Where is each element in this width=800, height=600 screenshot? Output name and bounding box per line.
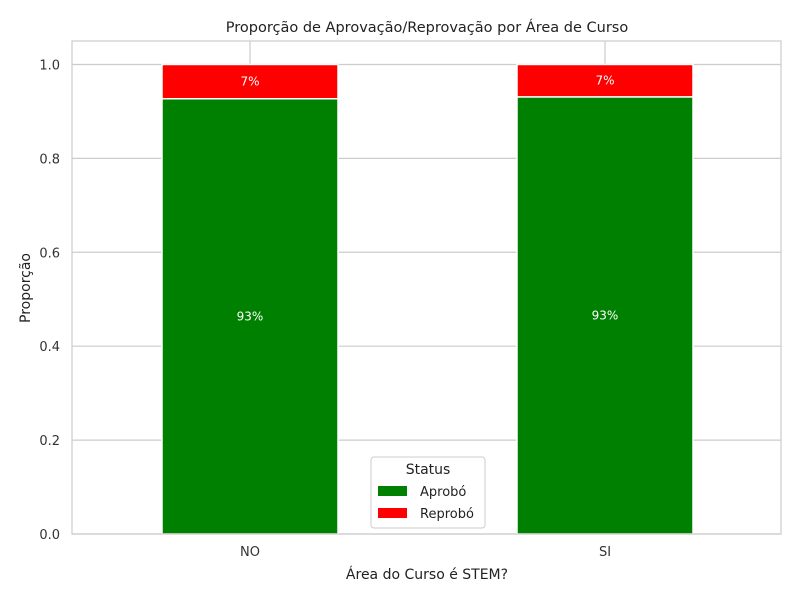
bar-data-label: 93%	[592, 308, 619, 322]
bars-layer: 93% 7% 93% 7%	[161, 63, 694, 535]
legend-swatch-aprobó	[378, 486, 407, 496]
y-tick-label: 1.0	[39, 58, 60, 73]
y-axis-label: Proporção	[18, 253, 34, 323]
x-tick-label: NO	[240, 545, 260, 560]
legend-label: Reprobó	[420, 507, 474, 522]
legend-entries: Aprobó Reprobó	[378, 485, 474, 522]
bar-segment-aprobó-si	[516, 96, 694, 535]
bar-data-label: 7%	[595, 74, 614, 88]
y-axis-ticks: 0.0 0.2 0.4 0.6 0.8 1.0	[39, 58, 60, 543]
legend-swatch-reprobó	[378, 508, 407, 518]
bar-data-label: 7%	[240, 75, 259, 89]
legend-title: Status	[406, 462, 451, 478]
legend: Status Aprobó Reprobó	[370, 456, 486, 529]
x-tick-label: SI	[599, 545, 611, 560]
bar-data-label: 93%	[237, 309, 264, 323]
bar-segment-aprobó-no	[161, 98, 339, 535]
bar-segment-reprobó-si	[516, 63, 694, 98]
y-tick-label: 0.6	[39, 246, 60, 261]
chart-title: Proporção de Aprovação/Reprovação por Ár…	[226, 19, 629, 36]
legend-label: Aprobó	[420, 485, 466, 500]
y-tick-label: 0.2	[39, 434, 60, 449]
plot-frame	[71, 40, 782, 535]
bar-segment-reprobó-no	[161, 63, 339, 100]
x-axis-label: Área do Curso é STEM?	[346, 566, 508, 583]
x-axis-ticks: NO SI	[240, 545, 611, 560]
y-tick-label: 0.0	[39, 528, 60, 543]
y-tick-label: 0.8	[39, 152, 60, 167]
y-tick-label: 0.4	[39, 340, 60, 355]
